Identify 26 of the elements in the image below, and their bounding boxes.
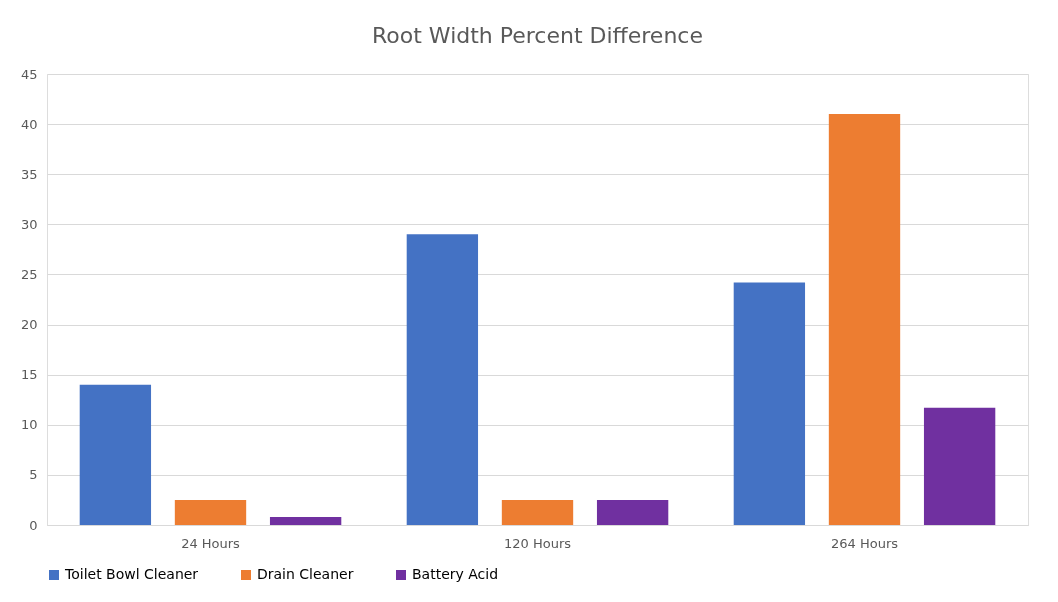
bar [596, 499, 669, 525]
bar [733, 282, 806, 525]
bar [406, 234, 479, 525]
bar [79, 384, 152, 525]
bar [828, 114, 901, 525]
legend-label: Drain Cleaner [257, 566, 354, 582]
bar [269, 516, 342, 525]
y-tick-label: 35 [20, 166, 38, 182]
y-tick-label: 40 [20, 116, 38, 132]
bar [174, 499, 247, 525]
y-tick-label: 25 [20, 266, 38, 282]
y-tick-label: 30 [20, 216, 38, 232]
x-tick-label: 24 Hours [181, 535, 241, 551]
y-tick-label: 15 [20, 367, 38, 383]
bar [501, 499, 574, 525]
y-tick-label: 10 [20, 417, 38, 433]
legend-label: Toilet Bowl Cleaner [64, 566, 199, 582]
x-tick-label: 120 Hours [503, 535, 572, 551]
bar [923, 407, 996, 525]
y-tick-label: 0 [29, 517, 38, 533]
y-tick-label: 45 [20, 66, 38, 82]
x-tick-label: 264 Hours [830, 535, 899, 551]
y-tick-label: 5 [29, 467, 38, 483]
legend-label: Battery Acid [412, 566, 499, 582]
chart-title: Root Width Percent Difference [372, 23, 703, 48]
y-tick-label: 20 [20, 317, 38, 333]
